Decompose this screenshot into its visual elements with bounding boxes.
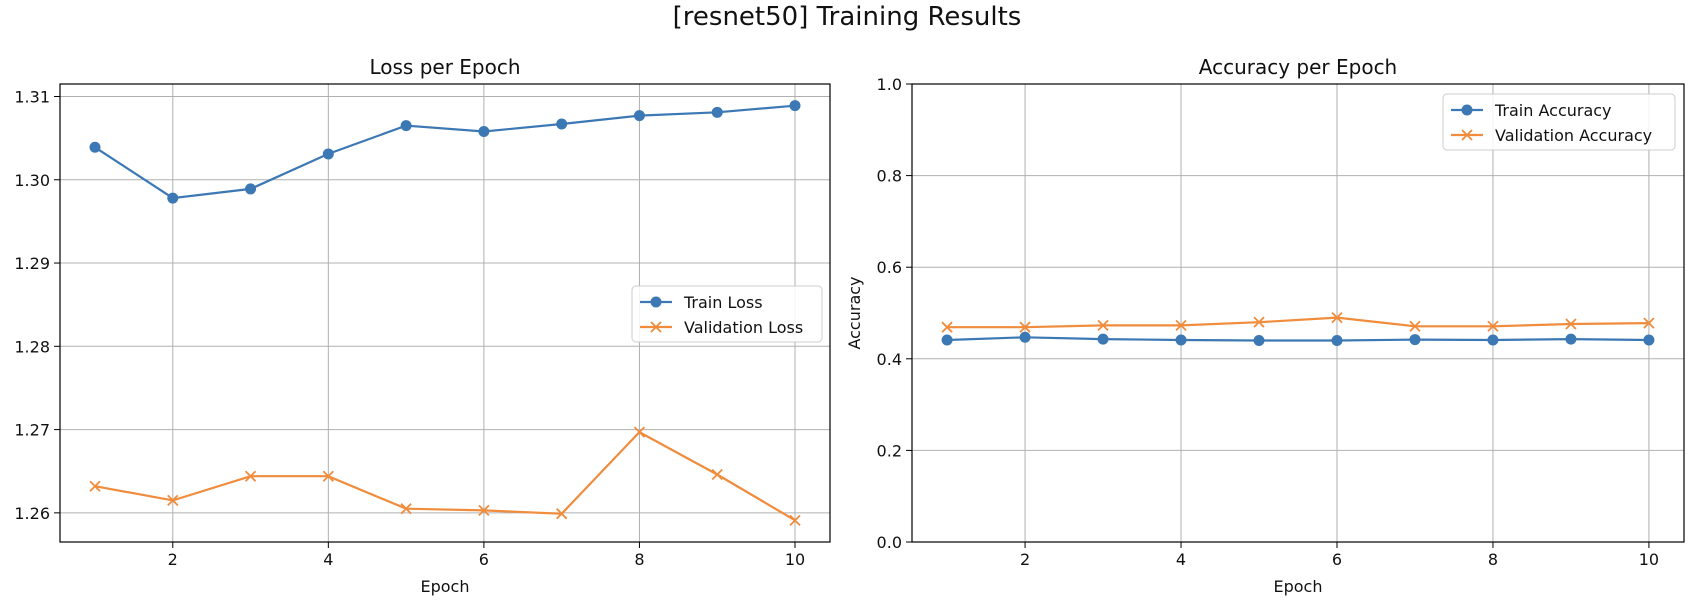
- data-point: [633, 426, 646, 438]
- data-point: [245, 183, 257, 195]
- x-tick-label: 6: [479, 550, 489, 569]
- data-point: [1643, 334, 1655, 346]
- axes-frame: [59, 83, 831, 543]
- data-point: [789, 514, 801, 526]
- series-line-1: [947, 316, 1649, 329]
- data-point: [322, 470, 334, 482]
- y-tick-label: 1.29: [14, 254, 50, 273]
- series-line-0: [94, 104, 796, 200]
- axes-frame: [911, 83, 1685, 543]
- y-tick-label: 0.8: [877, 167, 902, 186]
- legend: Train Accuracy Validation Accuracy: [1442, 93, 1676, 151]
- data-point: [941, 321, 953, 333]
- y-tick-label: 1.26: [14, 504, 50, 523]
- legend-box: [1442, 93, 1676, 151]
- data-point: [941, 334, 953, 346]
- data-point: [1175, 334, 1187, 346]
- data-point: [244, 470, 257, 482]
- x-axis-label: Epoch: [1274, 577, 1323, 596]
- data-point: [1253, 316, 1265, 328]
- x-tick-label: 4: [1176, 550, 1186, 569]
- x-tick-label: 2: [168, 550, 178, 569]
- y-tick-label: 0.2: [877, 441, 902, 460]
- legend-marker: [1461, 104, 1473, 116]
- data-point: [1409, 320, 1421, 332]
- legend-box: [631, 285, 823, 343]
- data-point: [1097, 333, 1109, 345]
- data-point: [1253, 334, 1265, 346]
- y-tick-label: 1.31: [14, 87, 50, 106]
- data-point: [478, 504, 490, 516]
- data-point: [1175, 319, 1187, 332]
- legend: Train Loss Validation Loss: [631, 285, 823, 343]
- x-tick-label: 2: [1020, 550, 1030, 569]
- y-tick-label: 0.4: [877, 350, 902, 369]
- legend-label: Validation Loss: [684, 318, 803, 337]
- x-axis-label: Epoch: [421, 577, 470, 596]
- data-point: [556, 508, 568, 520]
- data-point: [1097, 319, 1109, 332]
- data-point: [478, 125, 490, 137]
- x-tick-label: 8: [1488, 550, 1498, 569]
- data-point: [633, 110, 645, 122]
- loss-chart: 2 4 6 8 10 1.26 1.27 1.28 1.29 1.30 1.31 Loss per E…: [14, 55, 831, 596]
- legend-label: Train Loss: [683, 293, 763, 312]
- data-point: [400, 503, 412, 515]
- data-point: [322, 148, 334, 160]
- figure-title: [resnet50] Training Results: [672, 2, 1022, 32]
- data-point: [167, 192, 179, 204]
- chart-title: Loss per Epoch: [369, 55, 520, 79]
- series-line-0: [947, 336, 1649, 342]
- data-point: [1487, 334, 1499, 346]
- legend-label: Validation Accuracy: [1495, 126, 1652, 145]
- data-point: [400, 120, 412, 132]
- x-tick-label: 8: [634, 550, 644, 569]
- data-point: [1331, 334, 1343, 346]
- y-tick-label: 1.27: [14, 421, 50, 440]
- y-tick-label: 1.28: [14, 337, 50, 356]
- series-line-1: [94, 430, 796, 522]
- y-tick-label: 1.30: [14, 171, 50, 190]
- data-point: [167, 494, 179, 507]
- chart-title: Accuracy per Epoch: [1199, 55, 1398, 79]
- data-point: [1331, 311, 1343, 324]
- legend-marker: [1461, 129, 1473, 141]
- data-point: [1565, 318, 1577, 330]
- data-point: [89, 141, 101, 153]
- x-tick-label: 10: [1639, 550, 1659, 569]
- data-point: [1019, 331, 1031, 343]
- data-point: [1487, 320, 1499, 332]
- data-point: [89, 480, 101, 492]
- data-point: [1565, 333, 1577, 345]
- legend-label: Train Accuracy: [1494, 101, 1612, 120]
- data-point: [1019, 321, 1031, 333]
- data-point: [1409, 334, 1421, 346]
- data-point: [1643, 317, 1655, 329]
- x-tick-label: 6: [1332, 550, 1342, 569]
- x-tick-label: 4: [323, 550, 333, 569]
- x-tick-label: 10: [785, 550, 805, 569]
- data-point: [711, 468, 723, 481]
- data-point: [556, 118, 568, 130]
- data-point: [789, 100, 801, 112]
- y-tick-label: 0.0: [877, 533, 902, 552]
- y-tick-label: 0.6: [877, 258, 902, 277]
- y-axis-label: Accuracy: [845, 276, 864, 349]
- data-point: [711, 106, 723, 118]
- legend-marker: [650, 296, 662, 308]
- accuracy-chart: 2 4 6 8 10 0.0 0.2 0.4 0.6 0.8 1.0 Accuracy per Epo…: [845, 55, 1685, 596]
- legend-marker: [650, 321, 662, 333]
- y-tick-label: 1.0: [877, 75, 902, 94]
